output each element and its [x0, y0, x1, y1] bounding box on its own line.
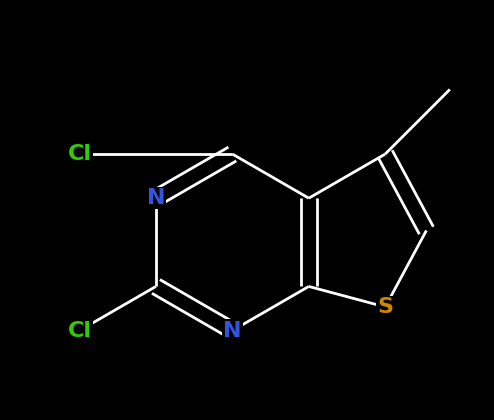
Text: Cl: Cl [68, 320, 91, 341]
Text: N: N [223, 320, 242, 341]
Text: S: S [377, 297, 393, 317]
Text: N: N [147, 188, 165, 208]
Text: Cl: Cl [68, 144, 91, 164]
